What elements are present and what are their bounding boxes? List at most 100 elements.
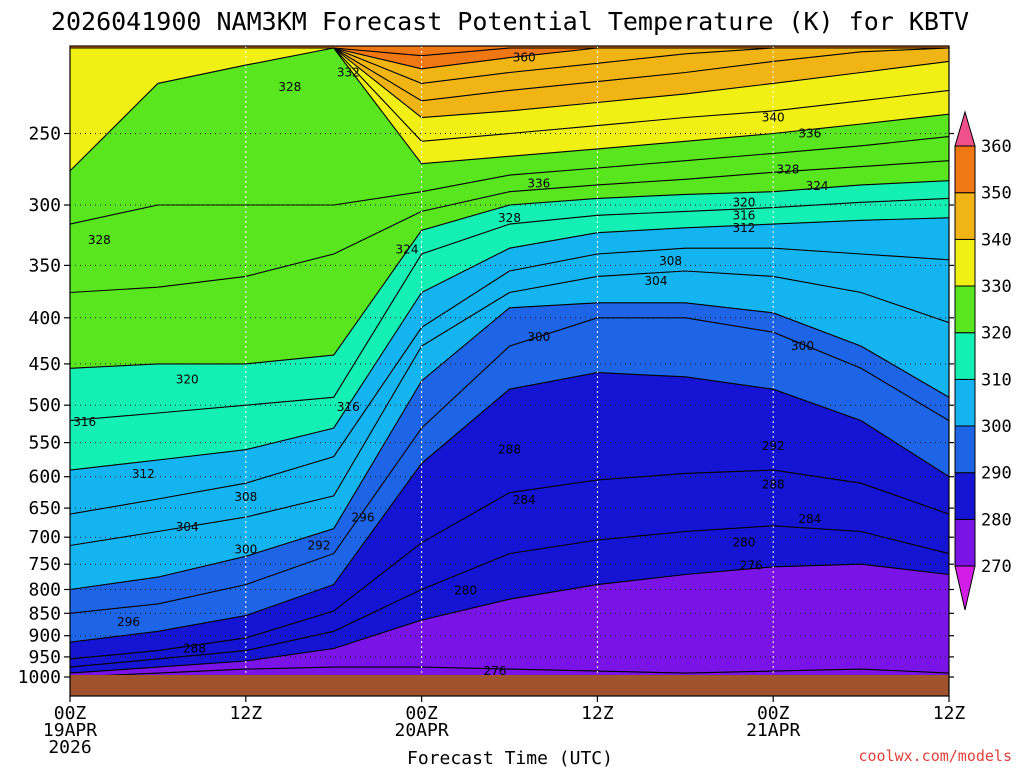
- colorbar-tick-label: 330: [981, 277, 1012, 297]
- contour-label: 276: [740, 558, 763, 572]
- contour-label: 336: [798, 127, 821, 141]
- y-tick-label: 800: [28, 580, 61, 601]
- plot-frame: [69, 45, 950, 697]
- contour-label: 308: [659, 254, 682, 268]
- isentrope-280: [70, 563, 949, 674]
- isentrope-320: [70, 180, 949, 369]
- contour-label: 316: [732, 208, 755, 222]
- isentrope-328: [70, 136, 949, 225]
- y-tick-label: 1000: [18, 667, 61, 688]
- x-tick-label: 20APR: [395, 720, 449, 741]
- contour-label: 336: [527, 177, 550, 191]
- x-tick-label: 21APR: [746, 720, 800, 741]
- colorbar-swatch: [954, 425, 976, 474]
- colorbar-tick-label: 280: [981, 510, 1012, 530]
- y-tick-label: 650: [28, 498, 61, 519]
- colorbar-tick-label: 300: [981, 417, 1012, 437]
- contour-label: 288: [498, 443, 521, 457]
- x-axis-label: Forecast Time (UTC): [407, 748, 613, 768]
- colorbar-swatch: [954, 518, 976, 567]
- x-tick-label: 00Z: [405, 703, 438, 724]
- isentrope-312: [70, 217, 949, 471]
- contour-label: 292: [762, 439, 785, 453]
- isentrope-356: [70, 47, 949, 57]
- isentrope-308: [70, 247, 949, 515]
- contour-label: 328: [498, 211, 521, 225]
- colorbar-swatch: [954, 472, 976, 520]
- y-tick-label: 300: [28, 195, 61, 216]
- y-tick-label: 850: [28, 603, 61, 624]
- colorbar-swatch: [954, 332, 976, 380]
- contour-label: 328: [278, 80, 301, 94]
- y-tick-label: 500: [28, 395, 61, 416]
- x-tick-label: 12Z: [933, 703, 966, 724]
- colorbar-swatch: [954, 192, 976, 240]
- contour-label: 316: [73, 415, 96, 429]
- colorbar-swatch: [954, 238, 976, 287]
- chart-title: 2026041900 NAM3KM Forecast Potential Tem…: [51, 7, 969, 36]
- isentrope-288: [70, 469, 949, 660]
- isentrope-296: [70, 317, 949, 614]
- colorbar-tick-label: 270: [981, 557, 1012, 577]
- contour-label: 320: [732, 195, 755, 209]
- colorbar-tick-label: 350: [981, 184, 1012, 204]
- x-tick-label: 00Z: [54, 703, 87, 724]
- contour-label: 360: [513, 51, 536, 65]
- colorbar-tick-label: 310: [981, 370, 1012, 390]
- y-tick-label: 900: [28, 626, 61, 647]
- y-tick-label: 400: [28, 308, 61, 329]
- y-tick-label: 550: [28, 433, 61, 454]
- isentrope-300: [70, 302, 949, 591]
- contour-label: 300: [527, 330, 550, 344]
- colorbar-tick-label: 360: [981, 137, 1012, 157]
- contour-label: 340: [762, 111, 785, 125]
- isentrope-332: [70, 47, 949, 172]
- contour-label: 300: [234, 542, 257, 556]
- contour-label: 280: [732, 536, 755, 550]
- isentrope-276: [70, 666, 949, 678]
- contour-label: 296: [117, 615, 140, 629]
- y-tick-label: 350: [28, 255, 61, 276]
- isentrope-284: [70, 525, 949, 668]
- contour-label: 320: [176, 372, 199, 386]
- y-tick-label: 250: [28, 124, 61, 145]
- contour-label: 284: [513, 493, 536, 507]
- x-tick-label: 2026: [48, 737, 91, 758]
- colorbar-tick-label: 290: [981, 464, 1012, 484]
- colorbar-swatch: [954, 285, 976, 334]
- colorbar-bottom-arrow: [954, 565, 976, 611]
- contour-label: 328: [776, 162, 799, 176]
- contour-label: 280: [454, 584, 477, 598]
- contour-label: 328: [88, 233, 111, 247]
- contour-label: 312: [132, 467, 155, 481]
- contour-label: 276: [483, 664, 506, 678]
- colorbar-swatch: [954, 378, 976, 427]
- contour-label: 288: [183, 642, 206, 656]
- band-fill-344: [70, 46, 949, 101]
- x-tick-label: 12Z: [230, 703, 263, 724]
- y-tick-label: 950: [28, 647, 61, 668]
- contour-label: 304: [176, 520, 199, 534]
- colorbar-tick-label: 340: [981, 230, 1012, 250]
- contour-label: 316: [337, 400, 360, 414]
- contour-label: 284: [798, 512, 821, 526]
- y-tick-label: 750: [28, 554, 61, 575]
- isentrope-304: [70, 270, 949, 547]
- band-fill-348: [70, 46, 949, 84]
- x-tick-label: 00Z: [757, 703, 790, 724]
- colorbar-top-arrow: [954, 110, 976, 147]
- contour-label: 324: [396, 242, 419, 256]
- x-tick-label: 19APR: [43, 720, 97, 741]
- isentrope-324: [70, 160, 949, 294]
- contour-label: 288: [762, 478, 785, 492]
- credit-text[interactable]: coolwx.com/models: [858, 747, 1012, 765]
- colorbar-swatch: [954, 145, 976, 194]
- colorbar-tick-label: 320: [981, 324, 1012, 344]
- isentrope-316: [70, 197, 949, 422]
- y-tick-label: 600: [28, 467, 61, 488]
- ground-surface: [70, 675, 949, 696]
- contour-label: 304: [645, 274, 668, 288]
- contour-label: 308: [234, 490, 257, 504]
- isentrope-292: [70, 372, 949, 643]
